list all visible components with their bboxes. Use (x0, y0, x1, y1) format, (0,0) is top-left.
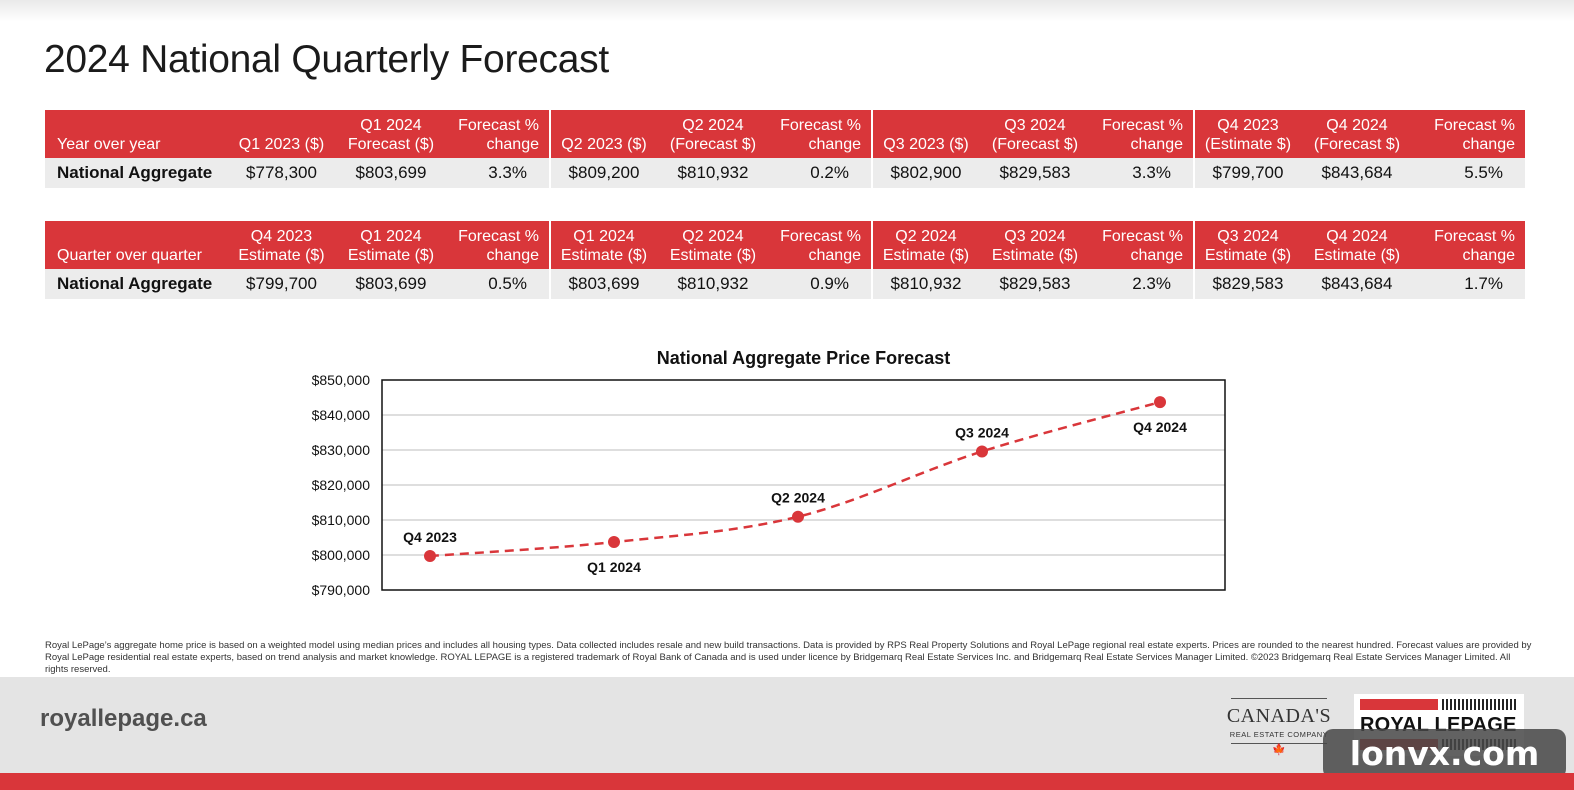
data-label: Q1 2024 (587, 559, 641, 575)
data-label: Q4 2024 (1133, 419, 1187, 435)
table-cell: 2.3% (1091, 269, 1194, 299)
table-cell: 3.3% (1091, 158, 1194, 188)
y-tick-label: $810,000 (312, 512, 371, 528)
badge-subtitle: REAL ESTATE COMPANY (1229, 730, 1329, 739)
table-cell: $810,932 (657, 269, 769, 299)
data-point (976, 445, 988, 458)
column-header: Forecast % change (1091, 110, 1194, 158)
column-header: Forecast % change (447, 221, 550, 269)
table-cell: 1.7% (1413, 269, 1525, 299)
disclaimer-footnote: Royal LePage’s aggregate home price is b… (45, 640, 1532, 675)
page-title: 2024 National Quarterly Forecast (44, 38, 609, 81)
y-tick-label: $800,000 (312, 547, 371, 563)
row-label: National Aggregate (45, 269, 228, 299)
column-header: Forecast % change (769, 110, 872, 158)
table-cell: $843,684 (1301, 158, 1413, 188)
column-header: Q2 2023 ($) (549, 110, 657, 158)
data-point (792, 510, 804, 523)
table-cell: $803,699 (549, 269, 657, 299)
table-cell: $829,583 (979, 269, 1091, 299)
logo-red-bar (1360, 699, 1438, 710)
badge-title: CANADA'S (1226, 705, 1332, 727)
table-cell: $799,700 (228, 269, 335, 299)
website-link[interactable]: royallepage.ca (40, 705, 207, 732)
column-header: Q1 2023 ($) (228, 110, 335, 158)
chart-title: National Aggregate Price Forecast (657, 348, 950, 368)
table-header-row: Quarter over quarter Q4 2023 Estimate ($)… (45, 221, 1525, 269)
y-tick-label: $850,000 (312, 372, 371, 388)
maple-leaf-icon: 🍁 (1272, 744, 1286, 756)
data-point (424, 550, 436, 563)
column-header: Forecast % change (447, 110, 550, 158)
column-header: Q4 2023 (Estimate $) (1193, 110, 1301, 158)
table-cell: $803,699 (335, 269, 447, 299)
top-shade (0, 0, 1574, 22)
column-header: Q2 2024 Estimate ($) (871, 221, 979, 269)
column-header: Q3 2024 (Forecast $) (979, 110, 1091, 158)
table-cell: 0.9% (769, 269, 872, 299)
column-header: Quarter over quarter (45, 221, 228, 269)
column-header: Q2 2024 (Forecast $) (657, 110, 769, 158)
canadas-real-estate-company-badge: CANADA'S REAL ESTATE COMPANY 🍁 (1225, 698, 1333, 756)
table-cell: $829,583 (1193, 269, 1301, 299)
column-header: Q1 2024 Estimate ($) (549, 221, 657, 269)
year-over-year-table: Year over year Q1 2023 ($) Q1 2024 Forecas… (45, 110, 1525, 188)
logo-stripes (1442, 699, 1518, 710)
table-cell: $829,583 (979, 158, 1091, 188)
column-header: Q3 2023 ($) (871, 110, 979, 158)
table-cell: 0.5% (447, 269, 550, 299)
y-tick-label: $790,000 (312, 582, 371, 598)
table-cell: $799,700 (1193, 158, 1301, 188)
data-label: Q2 2024 (771, 490, 825, 506)
y-tick-label: $830,000 (312, 442, 371, 458)
column-header: Q2 2024 Estimate ($) (657, 221, 769, 269)
column-header: Year over year (45, 110, 228, 158)
price-forecast-chart: National Aggregate Price Forecast $790,00… (312, 348, 1226, 598)
table-cell: $778,300 (228, 158, 335, 188)
table-cell: $809,200 (549, 158, 657, 188)
column-header: Q4 2024 (Forecast $) (1301, 110, 1413, 158)
column-header: Forecast % change (1091, 221, 1194, 269)
column-header: Q3 2024 Estimate ($) (979, 221, 1091, 269)
table-cell: $802,900 (871, 158, 979, 188)
table-cell: $810,932 (657, 158, 769, 188)
data-label: Q3 2024 (955, 424, 1009, 440)
table-cell: $843,684 (1301, 269, 1413, 299)
column-header: Q4 2023 Estimate ($) (228, 221, 335, 269)
badge-top-rule (1231, 698, 1327, 699)
y-tick-label: $840,000 (312, 407, 371, 423)
column-header: Q4 2024 Estimate ($) (1301, 221, 1413, 269)
column-header: Q3 2024 Estimate ($) (1193, 221, 1301, 269)
table-header-row: Year over year Q1 2023 ($) Q1 2024 Forecas… (45, 110, 1525, 158)
table-row: National Aggregate $799,700 $803,699 0.5% $8… (45, 269, 1525, 299)
column-header: Q1 2024 Estimate ($) (335, 221, 447, 269)
table-cell: $810,932 (871, 269, 979, 299)
y-tick-label: $820,000 (312, 477, 371, 493)
table-cell: $803,699 (335, 158, 447, 188)
footer-band (0, 677, 1574, 774)
table-row: National Aggregate $778,300 $803,699 3.3% $8… (45, 158, 1525, 188)
data-point (608, 536, 620, 549)
data-point (1154, 396, 1166, 409)
watermark: lonvx.com (1323, 729, 1566, 779)
table-cell: 5.5% (1413, 158, 1525, 188)
quarter-over-quarter-table: Quarter over quarter Q4 2023 Estimate ($)… (45, 221, 1525, 299)
forecast-series-line (429, 400, 1161, 558)
data-label: Q4 2023 (403, 529, 457, 545)
table-cell: 3.3% (447, 158, 550, 188)
badge-bottom-rule (1231, 743, 1327, 744)
plot-frame (381, 379, 1226, 591)
column-header: Forecast % change (769, 221, 872, 269)
bottom-red-bar (0, 773, 1574, 790)
column-header: Forecast % change (1413, 221, 1525, 269)
row-label: National Aggregate (45, 158, 228, 188)
column-header: Forecast % change (1413, 110, 1525, 158)
table-cell: 0.2% (769, 158, 872, 188)
column-header: Q1 2024 Forecast ($) (335, 110, 447, 158)
